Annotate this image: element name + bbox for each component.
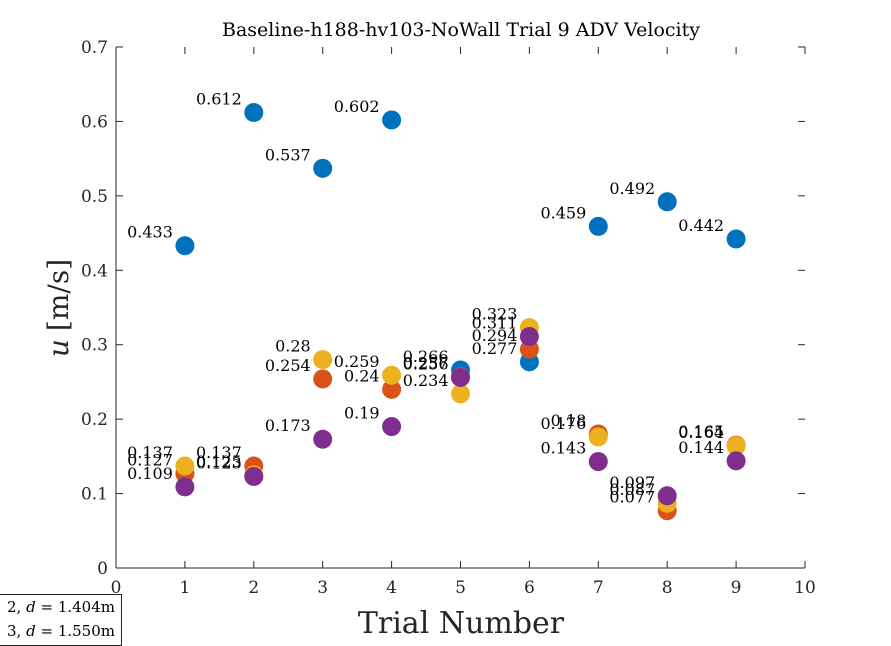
data-label: 0.602 xyxy=(334,97,380,116)
data-point xyxy=(726,436,746,456)
data-point xyxy=(657,486,677,506)
data-point xyxy=(726,451,746,471)
data-point xyxy=(313,158,333,178)
legend: 2, d = 1.404m 3, d = 1.550m xyxy=(0,594,122,646)
data-label: 0.123 xyxy=(196,453,242,472)
data-label: 0.165 xyxy=(678,422,724,441)
data-point xyxy=(588,452,608,472)
x-tick-label: 8 xyxy=(662,578,673,598)
data-label: 0.254 xyxy=(265,356,311,375)
x-tick-label: 9 xyxy=(731,578,742,598)
data-point xyxy=(382,110,402,130)
plot-area: 0 1 2 3 4 5 6 7 8 9 10 0 0.1 0.2 0.3 0.4 0.5 0.6 0.7 0.433 0… xyxy=(81,38,816,598)
data-point xyxy=(519,327,539,347)
data-label: 0.294 xyxy=(472,326,518,345)
legend-distance: 1.404 xyxy=(57,598,101,616)
data-label: 0.537 xyxy=(265,145,311,164)
x-axis-label: Trial Number xyxy=(358,606,565,641)
data-point xyxy=(313,369,333,389)
data-label: 0.137 xyxy=(127,443,173,462)
y-tick-label: 0 xyxy=(97,559,108,579)
data-label: 0.127 xyxy=(127,450,173,469)
legend-entry: 2, d = 1.404m xyxy=(7,598,115,616)
data-label: 0.24 xyxy=(344,366,380,385)
x-tick-label: 0 xyxy=(111,578,122,598)
x-tick-label: 3 xyxy=(317,578,328,598)
data-point xyxy=(313,350,333,370)
x-tick-label: 5 xyxy=(455,578,466,598)
x-tick-label: 10 xyxy=(794,578,816,598)
data-point xyxy=(657,192,677,212)
data-label: 0.143 xyxy=(540,439,586,458)
data-label: 0.097 xyxy=(609,473,655,492)
data-label: 0.234 xyxy=(403,371,449,390)
data-label: 0.077 xyxy=(609,488,655,507)
data-label: 0.256 xyxy=(403,354,449,373)
data-point xyxy=(451,384,470,404)
data-point xyxy=(244,466,264,486)
data-label: 0.257 xyxy=(403,354,449,373)
data-label: 0.137 xyxy=(196,443,242,462)
data-point xyxy=(244,102,264,122)
data-label: 0.277 xyxy=(472,339,518,358)
x-tick-label: 2 xyxy=(248,578,259,598)
data-point xyxy=(451,367,470,387)
x-tick-label: 7 xyxy=(593,578,604,598)
x-tick-label: 1 xyxy=(179,578,190,598)
data-point xyxy=(588,216,608,236)
data-label: 0.492 xyxy=(609,179,655,198)
data-label: 0.176 xyxy=(540,414,586,433)
data-label: 0.173 xyxy=(265,416,311,435)
y-tick-label: 0.1 xyxy=(81,485,108,505)
chart-title: Baseline-h188-hv103-NoWall Trial 9 ADV V… xyxy=(222,19,700,41)
y-tick-label: 0.2 xyxy=(81,410,108,430)
data-label: 0.125 xyxy=(196,452,242,471)
data-label: 0.28 xyxy=(275,337,311,356)
data-label: 0.259 xyxy=(334,352,380,371)
data-label: 0.459 xyxy=(540,203,586,222)
data-label: 0.266 xyxy=(403,347,449,366)
legend-entry: 3, d = 1.550m xyxy=(7,622,115,640)
y-tick-label: 0.6 xyxy=(81,112,108,132)
data-label: 0.612 xyxy=(196,89,242,108)
data-point xyxy=(175,456,195,476)
data-label: 0.087 xyxy=(609,480,655,499)
y-tick-label: 0.4 xyxy=(81,261,108,281)
data-point xyxy=(588,427,608,447)
data-label: 0.144 xyxy=(678,438,724,457)
legend-distance: 1.550 xyxy=(57,622,101,640)
data-point xyxy=(313,429,333,449)
data-label: 0.164 xyxy=(678,423,724,442)
y-axis-unit: [m/s] xyxy=(42,259,75,331)
legend-index: 3 xyxy=(7,622,17,640)
y-tick-label: 0.7 xyxy=(81,38,108,58)
data-point xyxy=(382,379,402,399)
data-point xyxy=(382,365,402,385)
data-point xyxy=(382,417,402,437)
x-tick-label: 4 xyxy=(386,578,397,598)
x-tick-label: 6 xyxy=(524,578,535,598)
data-point xyxy=(175,236,195,256)
data-point xyxy=(175,477,195,497)
y-tick-label: 0.5 xyxy=(81,187,108,207)
data-label: 0.433 xyxy=(127,223,173,242)
data-label: 0.109 xyxy=(127,464,173,483)
data-label: 0.311 xyxy=(472,314,518,333)
data-label: 0.19 xyxy=(344,404,380,423)
data-label: 0.442 xyxy=(678,216,724,235)
legend-index: 2 xyxy=(7,598,17,616)
y-axis-variable: u xyxy=(42,339,75,357)
y-axis-label: u [m/s] xyxy=(42,259,75,357)
y-tick-label: 0.3 xyxy=(81,336,108,356)
data-point xyxy=(726,229,746,249)
data-label: 0.323 xyxy=(472,305,518,324)
data-label: 0.18 xyxy=(551,411,587,430)
